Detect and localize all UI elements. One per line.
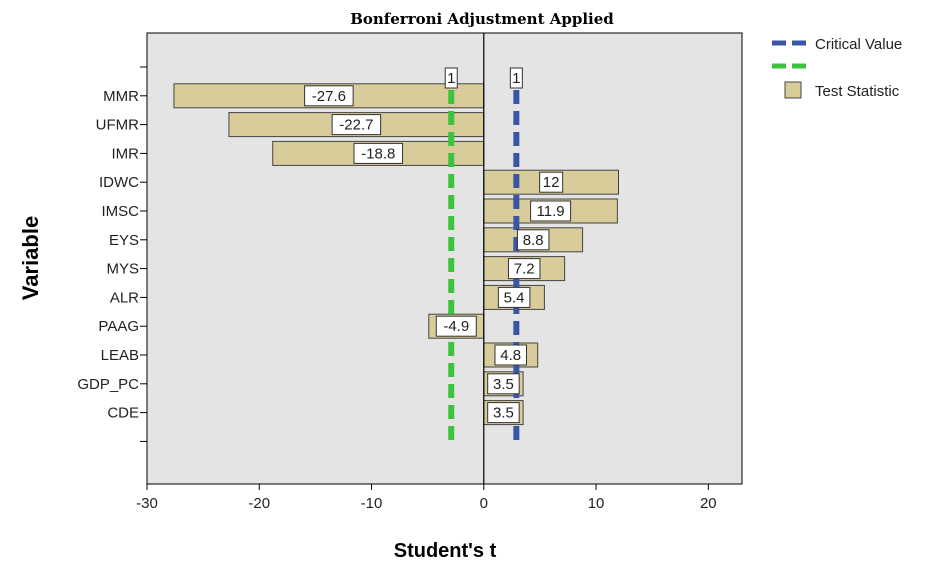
data-label: -27.6 [312,88,346,105]
y-tick-label: MYS [106,261,139,278]
data-label-box [497,286,531,308]
data-label-box [494,344,527,366]
x-axis-title: Student's t [394,540,497,562]
legend: Critical Value Test Statistic [772,36,902,100]
data-label: 4.8 [500,347,521,364]
data-label-box [487,402,520,424]
y-axis-title: Variable [18,216,43,300]
x-tick-label: -20 [248,495,270,512]
chart-title: Bonferroni Adjustment Applied [350,10,614,28]
data-label-box [539,171,564,193]
y-tick-label: LEAB [101,347,139,364]
data-label: -18.8 [361,145,395,162]
data-label: 7.2 [514,261,535,278]
y-tick-label: MMR [103,88,139,105]
x-tick-label: -10 [361,495,383,512]
data-label-box [530,200,572,222]
y-tick-label: IMSC [102,203,140,220]
y-tick-label: EYS [109,232,139,249]
reference-label-box [444,67,458,89]
data-label-box [353,142,404,164]
data-label: -4.9 [443,318,469,335]
y-tick-label: GDP_PC [77,376,139,393]
x-tick-label: -30 [136,495,158,512]
data-label: 12 [543,174,560,191]
data-label: -22.7 [339,117,373,134]
data-label-box [487,373,520,395]
x-tick-label: 20 [700,495,717,512]
data-label-box [331,114,382,136]
y-tick-label: IMR [112,145,140,162]
data-label-box [516,229,550,251]
reference-label: 1 [512,70,520,87]
legend-critical-value-label: Critical Value [815,36,902,53]
data-label: 8.8 [523,232,544,249]
y-tick-label: PAAG [98,318,139,335]
y-tick-label: CDE [107,405,139,422]
data-label-box [304,85,354,107]
y-tick-label: UFMR [96,117,139,134]
y-tick-label: IDWC [99,174,139,191]
data-label: 11.9 [537,203,565,220]
legend-test-statistic-icon [784,81,802,99]
reference-label: 1 [447,70,455,87]
data-label-box [435,315,477,337]
legend-test-statistic-label: Test Statistic [815,83,900,100]
y-tick-label: ALR [110,289,139,306]
y-axis: MMR UFMR IMR IDWC IMSC EYS MYS ALR PAAG LEAB GDP_P… [77,66,147,442]
data-labels: -27.6 -22.7 -18.8 12 11.9 8.8 7.2 5.4 -4.9 4.8 3.5… [304,85,572,424]
reference-label-box [509,67,523,89]
x-axis: -30 -20 -10 0 10 20 [136,484,717,512]
data-label: 3.5 [493,376,514,393]
data-label: 3.5 [493,405,514,422]
x-tick-label: 10 [588,495,605,512]
data-label-box [507,258,541,280]
data-label: 5.4 [504,289,525,306]
x-tick-label: 0 [480,495,488,512]
